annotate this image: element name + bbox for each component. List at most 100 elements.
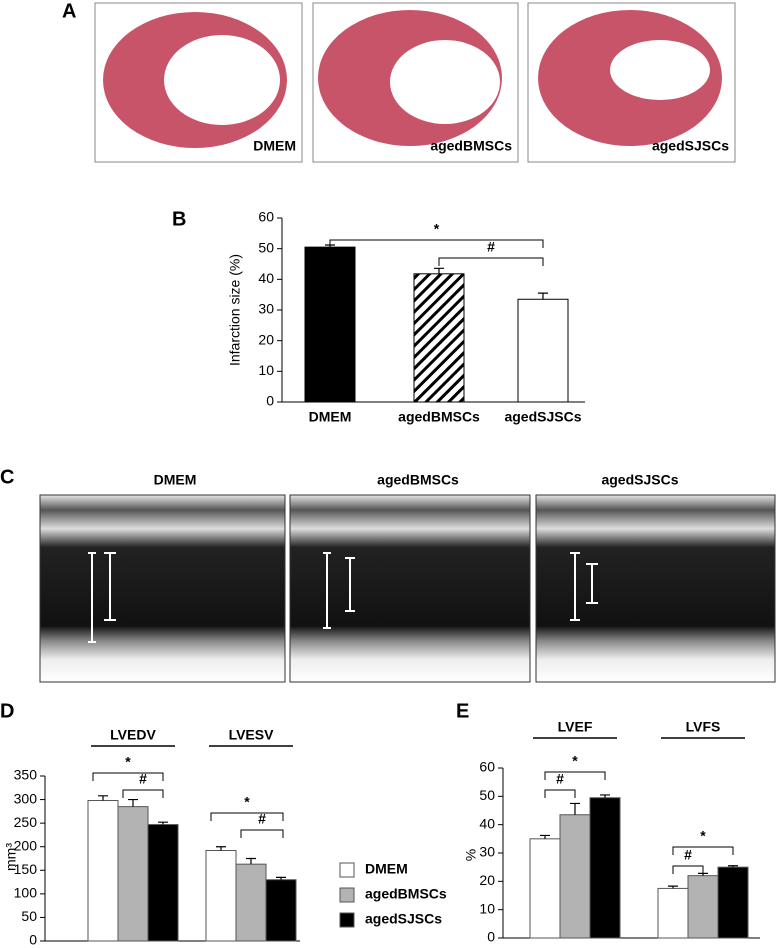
error-bar xyxy=(434,267,444,274)
error-bar xyxy=(246,857,256,865)
y-tick-label: 30 xyxy=(258,301,274,317)
group-label: LVFS xyxy=(686,719,721,735)
significance-mark: * xyxy=(700,828,706,844)
bar xyxy=(589,797,621,939)
y-tick-label: 50 xyxy=(258,239,274,255)
bar xyxy=(413,273,465,403)
significance-bracket xyxy=(672,846,734,855)
error-bar xyxy=(540,834,550,839)
panel-a: DMEM agedBMSCs agedSJSCs xyxy=(94,2,736,163)
error-bar xyxy=(668,885,678,889)
bar xyxy=(235,863,267,942)
error-bar xyxy=(570,802,580,815)
y-tick-label: 20 xyxy=(479,872,495,888)
error-bar xyxy=(216,846,226,851)
panel-label: A xyxy=(62,0,76,22)
legend-swatch xyxy=(339,887,355,903)
legend-label: agedBMSCs xyxy=(365,886,447,902)
image-caption: agedSJSCs xyxy=(652,138,729,154)
y-tick-label: 250 xyxy=(14,814,38,830)
y-tick-label: 0 xyxy=(487,929,495,945)
significance-mark: * xyxy=(125,754,131,770)
significance-bracket xyxy=(240,829,284,838)
significance-bracket xyxy=(329,239,544,248)
error-bar xyxy=(276,876,286,880)
y-tick-label: 300 xyxy=(14,790,38,806)
y-tick-label: 30 xyxy=(479,844,495,860)
image-caption: agedBMSCs xyxy=(430,138,512,154)
error-bar xyxy=(128,798,138,807)
x-tick-label: agedBMSCs xyxy=(398,409,480,425)
significance-mark: # xyxy=(139,771,147,787)
significance-mark: * xyxy=(244,794,250,810)
error-bar xyxy=(600,794,610,798)
significance-bracket xyxy=(544,771,606,780)
x-tick-label: agedSJSCs xyxy=(504,409,581,425)
significance-mark: # xyxy=(684,847,692,863)
panel-c: DMEM agedBMSCs agedSJSCs xyxy=(39,472,776,683)
y-axis-label: mm³ xyxy=(3,843,19,871)
group-label: LVEF xyxy=(558,719,593,735)
y-tick-label: 100 xyxy=(14,885,38,901)
y-tick-label: 10 xyxy=(258,362,274,378)
bar xyxy=(205,849,237,942)
bar xyxy=(529,838,561,939)
legend-swatch xyxy=(339,912,355,928)
bar xyxy=(517,298,569,403)
image-title: DMEM xyxy=(154,472,197,488)
y-tick-label: 60 xyxy=(479,759,495,775)
y-tick-label: 10 xyxy=(479,900,495,916)
panel-label: E xyxy=(456,700,469,722)
image-title: agedSJSCs xyxy=(601,472,678,488)
significance-bracket xyxy=(92,772,164,781)
significance-mark: # xyxy=(487,239,495,255)
x-tick-label: DMEM xyxy=(309,409,352,425)
image-caption: DMEM xyxy=(253,138,296,154)
bar xyxy=(559,814,591,939)
y-tick-label: 40 xyxy=(258,270,274,286)
significance-bracket xyxy=(122,789,164,798)
legend-label: DMEM xyxy=(365,861,408,877)
error-bar xyxy=(538,292,548,300)
significance-bracket xyxy=(438,257,544,266)
y-tick-label: 0 xyxy=(29,932,37,948)
y-tick-label: 60 xyxy=(258,209,274,225)
error-bar xyxy=(728,865,738,868)
significance-mark: * xyxy=(572,753,578,769)
significance-mark: * xyxy=(434,221,440,237)
significance-bracket xyxy=(672,865,704,874)
y-tick-label: 50 xyxy=(479,787,495,803)
bar xyxy=(657,887,689,939)
error-bar xyxy=(158,821,168,825)
bar xyxy=(265,879,297,942)
panel-label: C xyxy=(0,466,14,488)
y-tick-label: 150 xyxy=(14,861,38,877)
bar xyxy=(687,875,719,939)
y-axis-label: Infarction size (%) xyxy=(227,254,243,366)
error-bar xyxy=(98,795,108,801)
y-tick-label: 40 xyxy=(479,815,495,831)
significance-mark: # xyxy=(556,771,564,787)
image-title: agedBMSCs xyxy=(377,472,459,488)
significance-bracket xyxy=(210,812,284,821)
y-tick-label: 200 xyxy=(14,837,38,853)
legend-swatch xyxy=(339,862,355,878)
y-tick-label: 0 xyxy=(266,393,274,409)
significance-bracket xyxy=(544,789,576,798)
significance-mark: # xyxy=(258,811,266,827)
bar xyxy=(304,246,356,403)
group-label: LVEDV xyxy=(110,727,156,743)
panel-label: B xyxy=(172,208,186,230)
bar xyxy=(147,824,179,942)
bar xyxy=(87,800,119,942)
group-label: LVESV xyxy=(229,727,275,743)
legend-label: agedSJSCs xyxy=(365,911,442,927)
y-tick-label: 20 xyxy=(258,331,274,347)
bar xyxy=(717,866,749,939)
bar xyxy=(117,806,149,942)
y-tick-label: 50 xyxy=(21,908,37,924)
y-axis-label: % xyxy=(463,849,479,861)
panel-label: D xyxy=(0,700,14,722)
y-tick-label: 350 xyxy=(14,767,38,783)
